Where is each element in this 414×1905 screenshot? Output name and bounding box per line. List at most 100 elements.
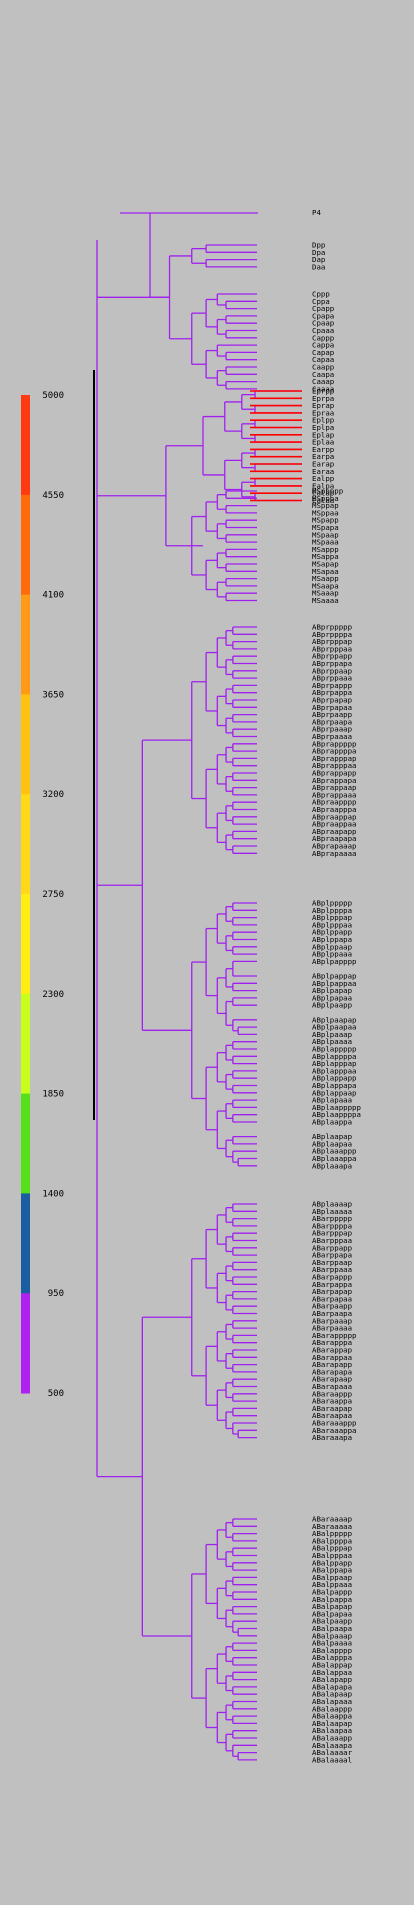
- leaf-label: ABarpaaaa: [312, 1324, 352, 1333]
- colorbar-segments: [21, 395, 30, 1394]
- leaf-label: ABalpappa: [312, 1595, 352, 1604]
- leaf-label: Eplaa: [312, 438, 334, 447]
- leaf-label: Cpapa: [312, 311, 334, 320]
- colorbar-tick-label: 950: [48, 1289, 64, 1299]
- leaf-label: ABplappppp: [312, 1045, 357, 1054]
- leaf-label: ABarappaa: [312, 1353, 352, 1362]
- leaf-label: ABplpppap: [312, 913, 352, 922]
- leaf-label: Ealpp: [312, 474, 334, 483]
- colorbar-tick-label: 4550: [42, 491, 64, 501]
- leaf-label: MSppppp: [312, 487, 343, 496]
- leaf-label: Capap: [312, 348, 334, 357]
- leaf-label: ABpraapapp: [312, 827, 357, 836]
- leaf-label: ABalaappa: [312, 1712, 352, 1721]
- leaf-label: Ealpa: [312, 481, 334, 490]
- leaf-label: ABarpappp: [312, 1273, 352, 1282]
- leaf-label: Eprpa: [312, 394, 334, 403]
- leaf-label: ABarpapaa: [312, 1294, 352, 1303]
- leaf-label: Dpa: [312, 248, 325, 257]
- leaf-label: ABplpaapap: [312, 1015, 357, 1024]
- leaf-label: Cppp: [312, 290, 330, 299]
- leaf-label: ABprpaaaa: [312, 732, 352, 741]
- leaf-label: ABprppapp: [312, 652, 352, 661]
- leaf-label: ABalapaaa: [312, 1697, 352, 1706]
- leaf-label: ABalapppp: [312, 1646, 352, 1655]
- leaf-label: MSaaaa: [312, 596, 339, 605]
- leaf-label: Earpa: [312, 452, 334, 461]
- leaf-label: ABprpaapa: [312, 717, 352, 726]
- leaf-label: ABprpppaa: [312, 644, 352, 653]
- leaf-label: ABprppapa: [312, 659, 352, 668]
- leaf-label: ABalpppaa: [312, 1551, 352, 1560]
- leaf-label: Eplpp: [312, 416, 334, 425]
- leaf-label: ABplaapaa: [312, 1139, 352, 1148]
- leaf-label: ABplaaaaa: [312, 1207, 352, 1216]
- leaf-label: Eplpa: [312, 423, 334, 432]
- leaf-label: ABalaaaar: [312, 1748, 353, 1757]
- leaf-label: MSpapp: [312, 516, 339, 525]
- leaf-label: ABplaapap: [312, 1132, 352, 1141]
- colorbar-segment: [21, 395, 30, 496]
- leaf-label: MSaaap: [312, 589, 339, 598]
- leaf-label: ABprpppap: [312, 637, 352, 646]
- colorbar-segment: [21, 794, 30, 895]
- leaf-label: ABalaappp: [312, 1704, 352, 1713]
- leaf-label: ABplppapa: [312, 935, 352, 944]
- leaf-label: MSaapp: [312, 574, 339, 583]
- leaf-label: Caapp: [312, 363, 334, 372]
- leaf-label: ABplappppa: [312, 1052, 357, 1061]
- leaf-label: MSppaa: [312, 508, 339, 517]
- leaf-label: ABarappppp: [312, 1331, 357, 1340]
- leaf-label: Cpaap: [312, 319, 334, 328]
- colorbar-tick-label: 3200: [42, 790, 64, 800]
- leaf-label: ABarppppa: [312, 1221, 352, 1230]
- leaf-label: ABaraappa: [312, 1397, 352, 1406]
- leaf-label: ABprappppa: [312, 747, 357, 756]
- leaf-label: ABarpappa: [312, 1280, 352, 1289]
- colorbar-segment: [21, 894, 30, 995]
- leaf-label: Dpp: [312, 241, 325, 250]
- leaf-label: ABarppapp: [312, 1243, 352, 1252]
- leaf-label: ABaraaappa: [312, 1426, 357, 1435]
- leaf-label: ABprpaaap: [312, 725, 352, 734]
- leaf-label: ABarapppa: [312, 1338, 352, 1347]
- leaf-label: ABalppppa: [312, 1536, 352, 1545]
- leaf-label: ABarpaapp: [312, 1302, 352, 1311]
- colorbar-segment: [21, 494, 30, 596]
- leaf-label: ABprppppp: [312, 623, 352, 632]
- leaf-label: Cpapp: [312, 304, 334, 313]
- leaf-label: ABalappaa: [312, 1668, 352, 1677]
- leaf-label: Cpaaa: [312, 326, 334, 335]
- leaf-label: ABplpppaa: [312, 920, 352, 929]
- leaf-label: ABalaaapa: [312, 1741, 352, 1750]
- colorbar-segment: [21, 694, 30, 795]
- leaf-label: Dap: [312, 255, 325, 264]
- leaf-label: Ealap: [312, 489, 334, 498]
- leaf-label: ABalaapap: [312, 1719, 352, 1728]
- colorbar-segment: [21, 993, 30, 1095]
- leaf-label: ABplaappa: [312, 1118, 352, 1127]
- leaf-label: ABprapppaa: [312, 761, 357, 770]
- leaf-label: ABalapppa: [312, 1653, 352, 1662]
- leaf-label: ABalpaapa: [312, 1624, 352, 1633]
- leaf-label: ABarppaap: [312, 1258, 352, 1267]
- leaf-label: MSpppa: [312, 494, 339, 503]
- leaf-label: ABplppaap: [312, 942, 352, 951]
- leaf-label: ABalaaapp: [312, 1734, 352, 1743]
- leaf-label: ABplpaapaa: [312, 1023, 357, 1032]
- leaf-label: ABalpaaaa: [312, 1639, 352, 1648]
- leaf-label: ABprppppa: [312, 630, 352, 639]
- colorbar-tick-label: 1400: [42, 1189, 64, 1199]
- leaf-label: MSapaa: [312, 567, 339, 576]
- colorbar-ticks: 5000 4550 4100 3650 3200 2750 2300 1850 1400 950 5…: [42, 391, 64, 1399]
- leaf-label: ABprappaap: [312, 783, 357, 792]
- leaf-label: ABalppaap: [312, 1573, 352, 1582]
- leaf-label: ABaraapap: [312, 1404, 352, 1413]
- leaf-label: MSappp: [312, 545, 339, 554]
- leaf-label: ABprppaaa: [312, 674, 352, 683]
- leaf-label: ABpraapppa: [312, 805, 357, 814]
- leaf-label: ABalaaaal: [312, 1755, 352, 1764]
- leaf-label: ABprapppap: [312, 754, 357, 763]
